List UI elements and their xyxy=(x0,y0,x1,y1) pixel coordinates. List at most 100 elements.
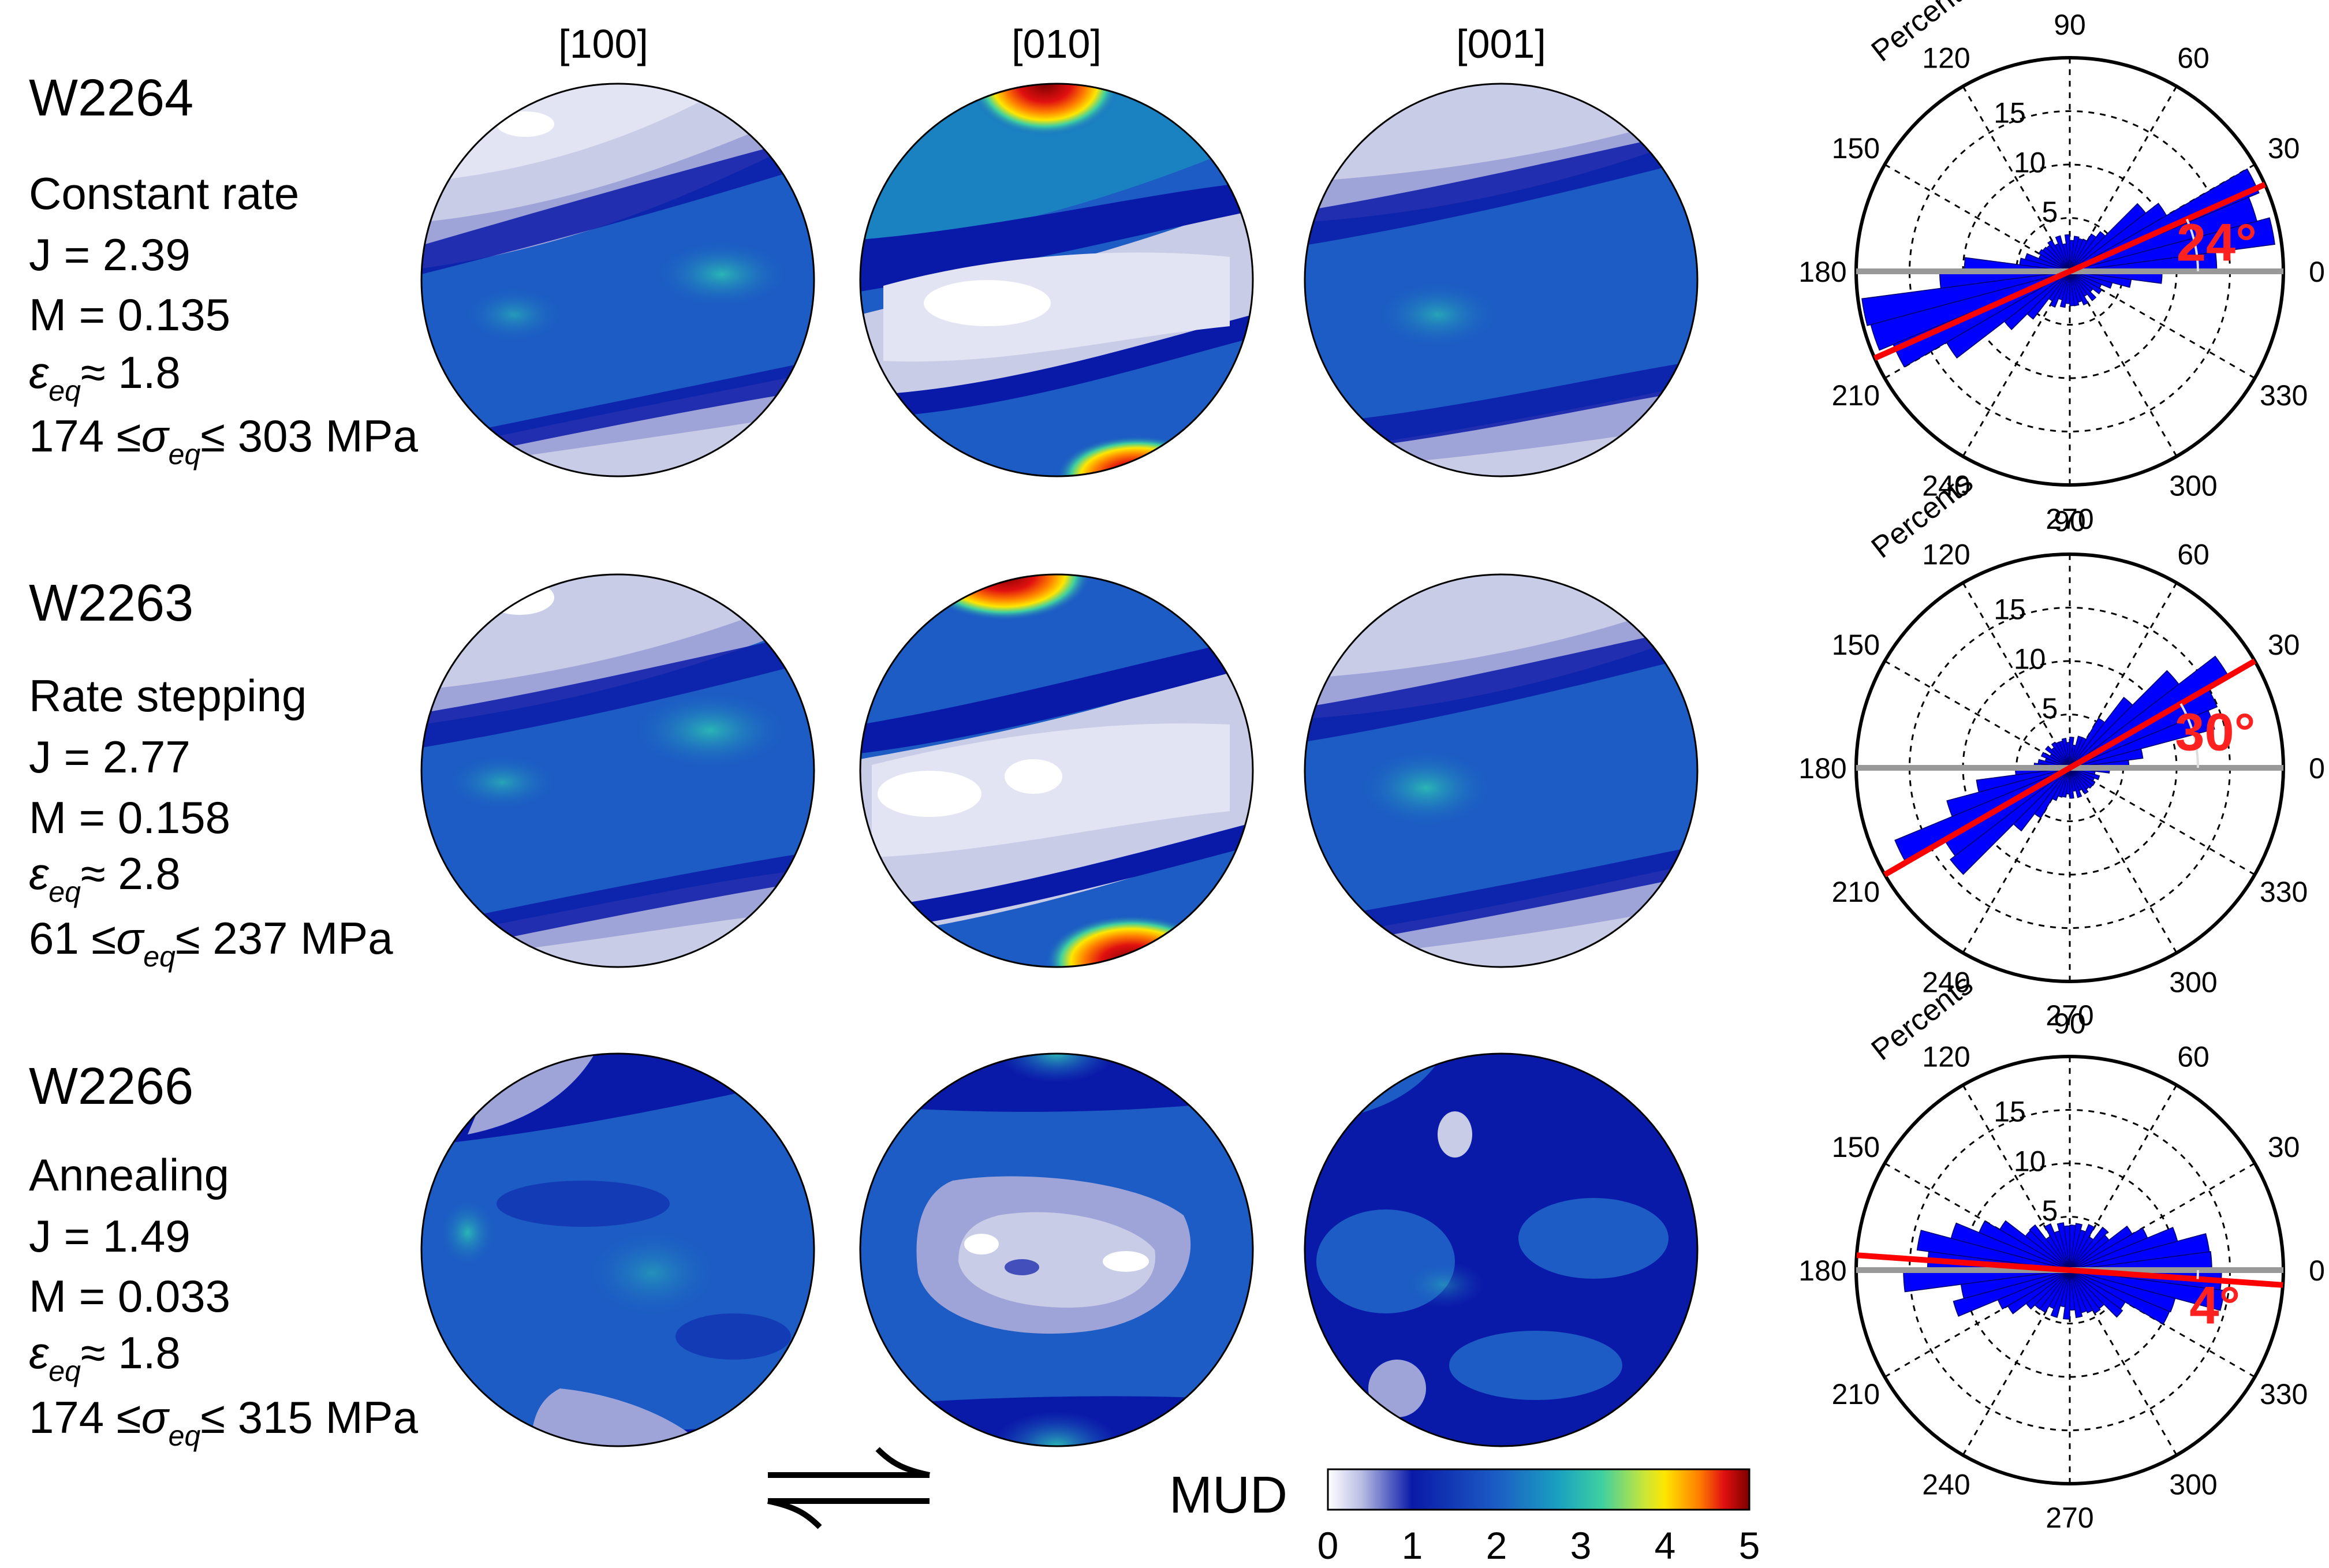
sample-id: W2266 xyxy=(29,1058,193,1115)
angle-tick-label: 120 xyxy=(1922,42,1970,74)
rose-petal xyxy=(2069,1270,2123,1318)
rose-petal xyxy=(2069,233,2097,272)
angle-tick-label: 270 xyxy=(2046,503,2093,535)
rose-petal xyxy=(2069,238,2088,272)
pole-figure-w2266-010 xyxy=(859,1052,1254,1447)
rose-diagram-w2263: 510150306090120150180210240270300330Perc… xyxy=(1798,465,2325,1032)
eq-subscript: eq xyxy=(48,876,81,908)
rose-petal xyxy=(2069,1226,2109,1271)
colorbar-label: MUD xyxy=(1169,1466,1287,1524)
angle-tick-label: 270 xyxy=(2046,1502,2093,1534)
eq-subscript: eq xyxy=(48,375,81,407)
rose-petal xyxy=(2034,1270,2070,1310)
eq-subscript: eq xyxy=(169,1420,201,1452)
column-header-100: [100] xyxy=(558,21,648,66)
angle-annotation: 24° xyxy=(2177,213,2257,272)
stress-high: ≤ 237 MPa xyxy=(176,913,393,964)
rose-petal xyxy=(2069,670,2179,768)
strain-line: εeq≈ 2.8 xyxy=(29,848,181,908)
dominant-direction-line xyxy=(1856,1252,2283,1288)
rose-petal xyxy=(2069,767,2096,786)
radial-tick-label: 15 xyxy=(1994,97,2026,129)
angle-tick-label: 120 xyxy=(1922,538,1970,570)
column-header-001: [001] xyxy=(1456,21,1546,66)
pole-figure-w2264-100 xyxy=(420,83,815,477)
dominant-direction-line xyxy=(1873,181,2267,361)
radial-tick-label: 15 xyxy=(1994,593,2026,626)
angle-tick-label: 0 xyxy=(2309,256,2325,288)
angle-arc xyxy=(2196,1270,2200,1279)
angle-tick-label: 90 xyxy=(2054,9,2086,41)
angle-tick-label: 210 xyxy=(1832,876,1880,908)
sample-label-w2266: W2266 Annealing J = 1.49 M = 0.033 εeq≈ … xyxy=(29,1058,419,1452)
radial-tick-label: 10 xyxy=(2014,1145,2046,1177)
angle-tick-label: 60 xyxy=(2177,1040,2209,1073)
colorbar: MUD 0 1 2 3 4 5 xyxy=(1169,1466,1760,1567)
rose-diagram-w2266: 510150306090120150180210240270300330Perc… xyxy=(1798,968,2325,1534)
angle-annotation: 30° xyxy=(2175,703,2255,762)
angle-tick-label: 300 xyxy=(2169,470,2217,502)
angle-tick-label: 90 xyxy=(2054,505,2086,537)
rose-diagram-w2264: 510150306090120150180210240270300330Perc… xyxy=(1798,0,2325,535)
rose-petal xyxy=(2026,271,2070,320)
rose-petal xyxy=(1950,767,2070,875)
angular-grid-spoke xyxy=(1962,582,2071,768)
rose-petal xyxy=(2057,767,2070,798)
angle-tick-label: 300 xyxy=(2169,1469,2217,1501)
rose-petal xyxy=(2013,767,2070,832)
sample-id: W2264 xyxy=(29,69,193,127)
angle-tick-label: 330 xyxy=(2260,379,2308,412)
angular-grid-spoke xyxy=(2069,767,2178,954)
angle-tick-label: 210 xyxy=(1832,379,1880,412)
angle-tick-label: 240 xyxy=(1922,470,1970,502)
sample-m-index: M = 0.135 xyxy=(29,289,230,340)
rose-petal xyxy=(2069,717,2106,768)
sample-label-w2264: W2264 Constant rate J = 2.39 M = 0.135 ε… xyxy=(29,69,419,471)
angle-tick-label: 0 xyxy=(2309,1255,2325,1287)
rose-petal xyxy=(1946,271,2070,359)
sample-id: W2263 xyxy=(29,574,193,632)
rose-petal xyxy=(2069,271,2103,294)
angle-tick-label: 30 xyxy=(2268,1131,2300,1163)
radial-tick-label: 15 xyxy=(1994,1096,2026,1128)
angle-tick-label: 0 xyxy=(2309,752,2325,785)
epsilon-symbol: ε xyxy=(29,347,50,398)
angle-tick-label: 180 xyxy=(1798,752,1846,785)
radial-tick-label: 10 xyxy=(2014,146,2046,178)
sigma-symbol: σ xyxy=(141,410,170,461)
rose-petal xyxy=(2069,1225,2133,1271)
sample-j-index: J = 1.49 xyxy=(29,1211,191,1261)
rose-petal xyxy=(2040,752,2070,768)
eq-subscript: eq xyxy=(143,940,176,973)
pole-figure-w2266-001 xyxy=(1304,1052,1699,1447)
sample-m-index: M = 0.158 xyxy=(29,792,230,843)
sigma-symbol: σ xyxy=(141,1392,170,1443)
colorbar-tick: 2 xyxy=(1486,1524,1507,1567)
pole-figure-w2263-100 xyxy=(420,573,815,968)
rose-petal xyxy=(2025,1270,2070,1310)
rose-petal xyxy=(2069,203,2147,272)
angle-tick-label: 180 xyxy=(1798,256,1846,288)
rose-petal xyxy=(2069,1270,2225,1311)
strain-value: ≈ 1.8 xyxy=(81,347,181,398)
angle-tick-label: 30 xyxy=(2268,132,2300,165)
stress-line: 174 ≤σeq≤ 315 MPa xyxy=(29,1392,419,1452)
angle-tick-label: 150 xyxy=(1832,1131,1880,1163)
colorbar-tick: 4 xyxy=(1655,1524,1676,1567)
sample-method: Annealing xyxy=(29,1149,229,1200)
rose-petal xyxy=(2029,1224,2070,1271)
radial-tick-label: 5 xyxy=(2041,196,2058,228)
shear-sense-arrows-icon xyxy=(767,1447,930,1529)
sample-j-index: J = 2.39 xyxy=(29,229,191,280)
rose-petal xyxy=(1893,271,2070,368)
strain-line: εeq≈ 1.8 xyxy=(29,1327,181,1387)
angle-tick-label: 120 xyxy=(1922,1040,1970,1073)
stress-line: 174 ≤σeq≤ 303 MPa xyxy=(29,410,419,471)
angle-tick-label: 150 xyxy=(1832,629,1880,661)
rose-petal xyxy=(2051,767,2070,801)
rose-petal xyxy=(2039,1270,2070,1313)
pole-figure-w2264-010 xyxy=(859,83,1254,477)
sample-j-index: J = 2.77 xyxy=(29,731,191,782)
rose-petal xyxy=(2069,236,2080,272)
